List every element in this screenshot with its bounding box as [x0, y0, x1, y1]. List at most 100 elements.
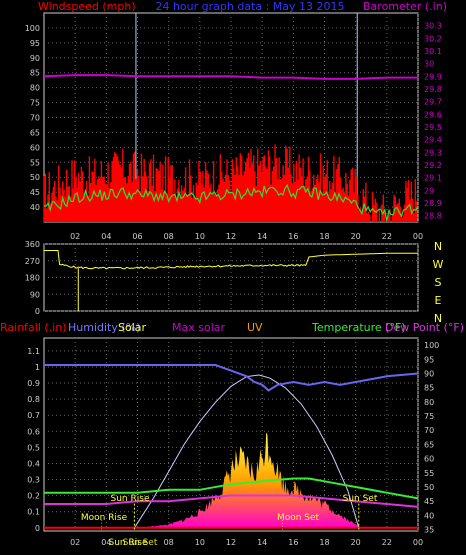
wind-direction-series — [44, 250, 418, 270]
barometer-tick-label: 30.3 — [424, 22, 442, 31]
hour-tick-label: 14 — [257, 232, 267, 241]
hour-tick-label: 10 — [195, 538, 205, 547]
temperature-tick-label: 100 — [424, 341, 439, 350]
rainfall-tick-label: 1 — [35, 363, 40, 372]
x-sun-rise-label: Sun Rise — [109, 538, 148, 548]
windspeed-tick-label: 90 — [30, 54, 40, 63]
hour-tick-label: 08 — [164, 232, 174, 241]
hour-tick-label: 12 — [226, 538, 236, 547]
sun-set-annotation: Sun Set — [343, 494, 378, 504]
windspeed-label: Windspeed (mph) — [38, 0, 136, 13]
solar-label: Solar — [118, 321, 147, 334]
rainfall-tick-label: 0.5 — [27, 443, 40, 452]
temperature-tick-label: 90 — [424, 369, 434, 378]
hour-tick-label: 16 — [288, 538, 298, 547]
direction-axes: 0 90 180 270 360 — [25, 240, 40, 316]
temperature-series — [44, 477, 419, 500]
direction-series — [44, 250, 418, 311]
hour-tick-label: 00 — [413, 538, 423, 547]
barometer-tick-label: 29.6 — [424, 110, 442, 119]
temperature-tick-label: 60 — [424, 455, 434, 464]
temperature-tick-label: 50 — [424, 483, 434, 492]
hour-tick-label: 02 — [70, 538, 80, 547]
windspeed-tick-label: 95 — [30, 39, 40, 48]
barometer-tick-label: 28.8 — [424, 212, 442, 221]
barometer-tick-label: 29.5 — [424, 123, 442, 132]
compass-letter: S — [435, 276, 442, 289]
direction-tick-label: 0 — [35, 307, 40, 316]
temperature-tick-label: 95 — [424, 355, 434, 364]
rainfall-tick-label: 0.7 — [27, 411, 40, 420]
wind-baro-axes: 40 45 50 55 60 65 70 75 80 85 90 95 100 28.8 28.9 29 29.… — [25, 22, 442, 221]
windspeed-tick-label: 100 — [25, 24, 40, 33]
wind-average-series — [44, 183, 419, 222]
temperature-tick-label: 70 — [424, 426, 434, 435]
hour-tick-label: 18 — [319, 232, 329, 241]
rainfall-tick-label: 0.8 — [27, 395, 40, 404]
temperature-tick-label: 65 — [424, 440, 434, 449]
rainfall-tick-label: 0.1 — [27, 508, 40, 517]
dew-point-label: Dew Point (°F) — [385, 321, 464, 334]
rainfall-tick-label: 0.2 — [27, 492, 40, 501]
windspeed-tick-label: 65 — [30, 128, 40, 137]
sun-rise-annotation: Sun Rise — [111, 494, 150, 504]
wind-baro-x-ticks: 02 04 06 08 10 12 14 16 18 20 22 00 — [70, 232, 423, 241]
solar-temp-series — [44, 364, 419, 531]
solar-temp-x-ticks: 02 04 08 10 12 14 16 18 20 22 00 — [70, 538, 423, 547]
direction-tick-label: 360 — [25, 240, 40, 249]
hour-tick-label: 16 — [288, 232, 298, 241]
hour-tick-label: 08 — [164, 538, 174, 547]
hour-tick-label: 04 — [101, 538, 111, 547]
moon-rise-annotation: Moon Rise — [81, 513, 128, 523]
temperature-label: Temperature (°F) — [311, 321, 406, 334]
hour-tick-label: 04 — [101, 232, 111, 241]
hour-tick-label: 18 — [319, 538, 329, 547]
rainfall-tick-label: 1.1 — [27, 347, 40, 356]
barometer-label: Barometer (.in) — [363, 0, 447, 13]
barometer-tick-label: 29.2 — [424, 161, 442, 170]
rainfall-label: Rainfall (.in) — [0, 321, 67, 334]
windspeed-tick-label: 45 — [30, 188, 40, 197]
temperature-tick-label: 55 — [424, 469, 434, 478]
barometer-tick-label: 30.1 — [424, 47, 442, 56]
barometer-series — [43, 74, 418, 80]
windspeed-tick-label: 80 — [30, 84, 40, 93]
temperature-tick-label: 45 — [424, 497, 434, 506]
windspeed-tick-label: 40 — [30, 203, 40, 212]
temperature-tick-label: 80 — [424, 398, 434, 407]
temperature-tick-label: 85 — [424, 384, 434, 393]
windspeed-tick-label: 75 — [30, 99, 40, 108]
compass-letter: N — [434, 312, 442, 325]
hour-tick-label: 10 — [195, 232, 205, 241]
rainfall-tick-label: 0.9 — [27, 379, 40, 388]
uv-label: UV — [247, 321, 263, 334]
solar-temp-annotations: Sun Rise Sun Set Moon Rise Moon Set — [81, 494, 378, 523]
chart-title: 24 hour graph data : May 13 2015 — [155, 0, 344, 13]
barometer-tick-label: 30 — [424, 60, 434, 69]
direction-tick-label: 270 — [25, 257, 40, 266]
barometer-tick-label: 29.7 — [424, 98, 442, 107]
windspeed-tick-label: 50 — [30, 173, 40, 182]
direction-tick-label: 90 — [30, 290, 40, 299]
barometer-tick-label: 29.4 — [424, 136, 442, 145]
moon-set-annotation: Moon Set — [277, 513, 320, 523]
barometer-tick-label: 29.8 — [424, 85, 442, 94]
wind-baro-grid — [44, 13, 419, 222]
hour-tick-label: 22 — [382, 232, 392, 241]
hour-tick-label: 14 — [257, 538, 267, 547]
hour-tick-label: 02 — [70, 232, 80, 241]
dew-point-series — [44, 494, 419, 508]
wind-baro-series — [43, 13, 419, 222]
rainfall-tick-label: 0 — [35, 524, 40, 533]
barometer-tick-label: 30.2 — [424, 34, 442, 43]
solar-temp-axes: 0 0.1 0.2 0.3 0.4 0.5 0.6 0.7 0.8 0.9 1 1.1 35 40 45 50… — [27, 341, 439, 534]
barometer-tick-label: 28.9 — [424, 199, 442, 208]
hour-tick-label: 20 — [351, 538, 361, 547]
direction-tick-label: 180 — [25, 274, 40, 283]
windspeed-tick-label: 85 — [30, 69, 40, 78]
barometer-tick-label: 29.9 — [424, 72, 442, 81]
x-sun-set-label: Sun Set — [123, 538, 158, 548]
barometer-tick-label: 29.3 — [424, 148, 442, 157]
